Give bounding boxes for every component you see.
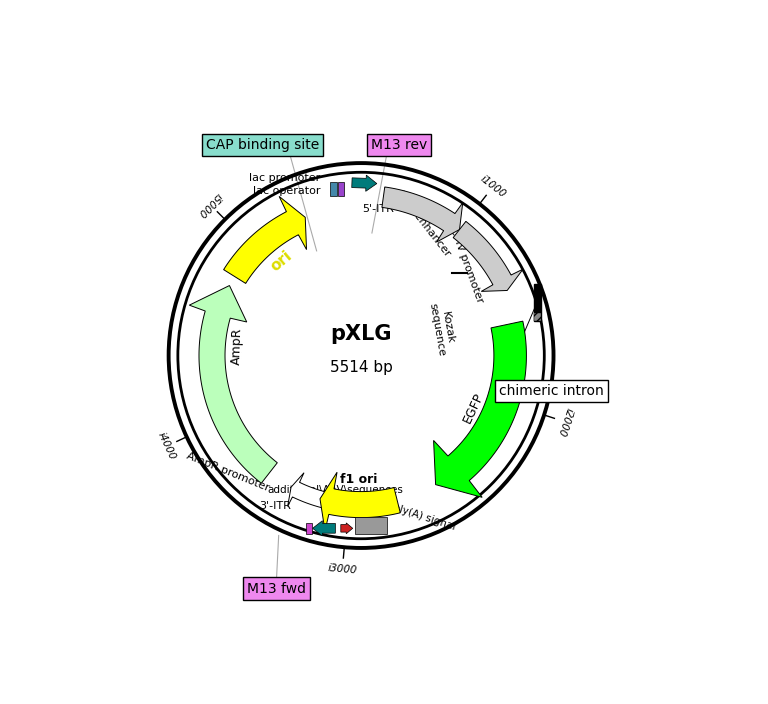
Text: EGFP: EGFP	[460, 391, 486, 425]
Text: i1000: i1000	[478, 174, 508, 200]
Text: CMV promoter: CMV promoter	[449, 225, 485, 304]
Polygon shape	[382, 187, 463, 242]
Text: M13 rev: M13 rev	[371, 138, 427, 152]
Text: additional\AAV\sequences: additional\AAV\sequences	[267, 485, 403, 495]
Text: M13 fwd: M13 fwd	[247, 582, 306, 596]
Bar	[306, 523, 312, 534]
FancyArrow shape	[341, 523, 353, 534]
Text: 5'-ITR: 5'-ITR	[362, 204, 394, 214]
Bar	[356, 517, 387, 534]
Polygon shape	[453, 221, 523, 291]
Bar	[534, 313, 541, 321]
Polygon shape	[288, 473, 327, 508]
Polygon shape	[434, 321, 526, 497]
Text: chimeric intron: chimeric intron	[499, 384, 604, 398]
Polygon shape	[320, 472, 400, 531]
Text: CMV enhancer: CMV enhancer	[395, 188, 452, 258]
Polygon shape	[223, 196, 306, 284]
Text: CAP binding site: CAP binding site	[206, 138, 319, 152]
Text: i4000: i4000	[156, 431, 177, 461]
FancyArrow shape	[352, 175, 377, 191]
Bar	[330, 182, 336, 196]
Text: AmpR promoter: AmpR promoter	[185, 451, 271, 494]
Text: 5514 bp: 5514 bp	[329, 360, 392, 375]
Bar	[338, 182, 344, 196]
Text: i3000: i3000	[327, 562, 357, 575]
Text: 3'-ITR: 3'-ITR	[260, 501, 291, 511]
FancyArrow shape	[313, 521, 336, 536]
Text: pXLG: pXLG	[330, 324, 392, 344]
Text: i2000: i2000	[555, 406, 574, 437]
Text: i5000: i5000	[196, 190, 223, 218]
Text: AmpR: AmpR	[230, 327, 245, 365]
Text: ori: ori	[268, 248, 295, 274]
Text: bGH poly(A) signal: bGH poly(A) signal	[361, 493, 457, 532]
Text: f1 ori: f1 ori	[340, 472, 378, 486]
Polygon shape	[189, 286, 277, 483]
Text: lac promoter
lac operator: lac promoter lac operator	[249, 173, 320, 196]
Text: Kozak
sequence: Kozak sequence	[427, 300, 458, 357]
Bar	[534, 284, 541, 321]
